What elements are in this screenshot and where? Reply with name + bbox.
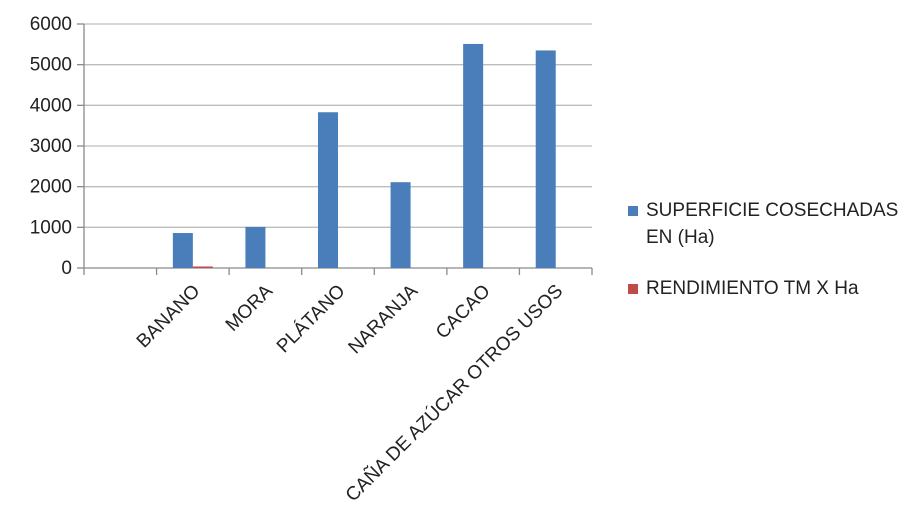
y-tick-label: 5000	[30, 55, 72, 76]
bars	[172, 43, 556, 268]
x-category-label: CACAO	[432, 281, 495, 344]
bar-rendimiento	[192, 266, 213, 268]
y-tick-label: 6000	[30, 14, 72, 35]
y-tick-label: 3000	[30, 136, 72, 157]
legend-swatch	[628, 284, 638, 294]
x-category-label: NARANJA	[345, 280, 423, 358]
y-tick-label: 1000	[30, 217, 72, 238]
bar-superficie	[172, 233, 193, 268]
x-axis	[83, 24, 593, 275]
legend: SUPERFICIE COSECHADAS EN (Ha) RENDIMIENTO …	[628, 200, 898, 299]
x-category-label: BANANO	[133, 281, 205, 353]
bar-superficie	[318, 112, 338, 268]
bar-superficie	[535, 50, 556, 268]
legend-label: SUPERFICIE COSECHADAS EN (Ha)	[646, 200, 898, 248]
legend-swatch	[628, 206, 638, 216]
legend-label: RENDIMIENTO TM X Ha	[646, 278, 859, 299]
y-tick-label: 2000	[30, 177, 72, 198]
y-axis-tick-labels: 0 1000 2000 3000 4000 5000 6000	[30, 14, 72, 279]
x-category-label: MORA	[222, 280, 277, 335]
y-tick-label: 0	[61, 258, 72, 279]
x-category-label: PLÁTANO	[273, 281, 350, 358]
bar-superficie	[245, 226, 266, 268]
bar-superficie	[463, 43, 484, 268]
bar-superficie	[390, 182, 411, 268]
y-tick-label: 4000	[30, 95, 72, 116]
